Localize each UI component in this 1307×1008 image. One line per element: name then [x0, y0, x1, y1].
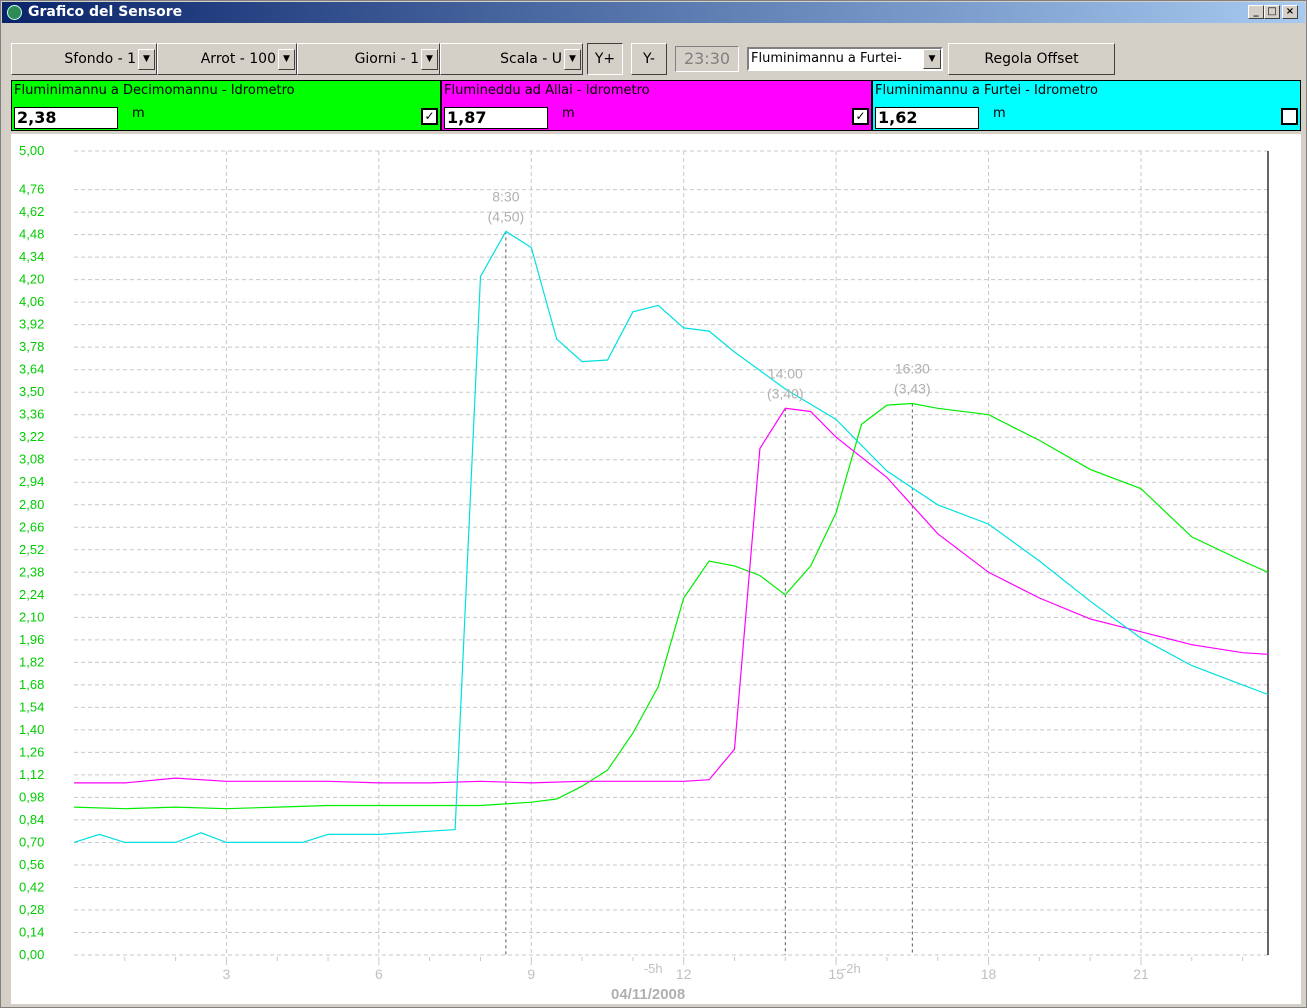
marker-value-label: (3,43) [894, 380, 931, 396]
sensor-name: Fluminimannu a Furtei - Idrometro [875, 83, 1098, 98]
y-tick-label: 1,26 [19, 744, 44, 759]
sensor-chart[interactable]: 0,00 0,14 0,28 0,42 0,56 0,70 0,84 0,98 1,12 1,26… [11, 134, 1301, 1004]
y-tick-label: 4,34 [19, 249, 44, 264]
y-tick-label: 1,82 [19, 654, 44, 669]
regola-offset-button[interactable]: Regola Offset [948, 43, 1115, 75]
y-tick-label: 0,00 [19, 947, 44, 962]
y-tick-label: 4,76 [19, 182, 44, 197]
chart-canvas[interactable]: 0,00 0,14 0,28 0,42 0,56 0,70 0,84 0,98 1,12 1,26… [11, 134, 1301, 1004]
chevron-down-icon[interactable]: ▼ [564, 49, 581, 70]
y-minus-button[interactable]: Y- [631, 43, 667, 75]
y-tick-label: 3,50 [19, 384, 44, 399]
toolbar: Sfondo - 1 ▼ Arrot - 100 ▼ Giorni - 1 ▼ … [11, 43, 1301, 75]
marker-time-label: 14:00 [768, 365, 803, 381]
arrot-label: Arrot - 100 [200, 51, 276, 67]
x-tick-label: 9 [527, 966, 535, 982]
marker-value-label: (4,50) [488, 208, 525, 224]
marker-time-label: 16:30 [895, 360, 930, 376]
y-tick-label: 1,12 [19, 767, 44, 782]
date-label: 04/11/2008 [611, 986, 685, 1003]
sensor-value: 2,38 [14, 107, 118, 129]
x-tick-label: 6 [375, 966, 383, 982]
y-tick-label: 1,40 [19, 722, 44, 737]
chevron-down-icon[interactable]: ▼ [421, 49, 438, 70]
y-tick-label: 0,98 [19, 789, 44, 804]
chevron-down-icon[interactable]: ▼ [278, 49, 295, 70]
sensor-unit: m [132, 106, 145, 121]
marker-time-label: 8:30 [492, 188, 519, 204]
y-tick-label: 3,36 [19, 407, 44, 422]
series-line-1 [74, 407, 1269, 784]
sensor-name: Fluminimannu a Decimomannu - Idrometro [14, 83, 295, 98]
sensor-visibility-checkbox[interactable] [1281, 108, 1298, 125]
close-button[interactable]: × [1282, 5, 1298, 19]
sensor-unit: m [562, 106, 575, 121]
y-tick-label: 1,54 [19, 699, 44, 714]
y-tick-label: 2,80 [19, 497, 44, 512]
sensor-panel-furtei: Fluminimannu a Furtei - Idrometro 1,62 m [872, 80, 1301, 131]
x-tick-label: 15 [828, 966, 844, 982]
x-tick-label: 18 [981, 966, 997, 982]
sensor-visibility-checkbox[interactable]: ✓ [421, 108, 438, 125]
y-tick-label: 4,06 [19, 294, 44, 309]
giorni-label: Giorni - 1 [354, 51, 419, 67]
y-tick-label: 5,00 [19, 143, 44, 158]
x-offset-label: -2h [842, 961, 861, 976]
arrot-select[interactable]: Arrot - 100 ▼ [157, 43, 297, 75]
y-tick-label: 4,48 [19, 227, 44, 242]
chevron-down-icon[interactable]: ▼ [138, 49, 155, 70]
y-tick-label: 2,52 [19, 542, 44, 557]
y-tick-label: 4,62 [19, 204, 44, 219]
y-tick-label: 2,66 [19, 519, 44, 534]
y-tick-label: 2,10 [19, 609, 44, 624]
station-select[interactable]: Fluminimannu a Furtei- ▼ [747, 47, 943, 71]
y-tick-label: 3,64 [19, 362, 44, 377]
title-bar[interactable]: Grafico del Sensore _ □ × [2, 2, 1305, 23]
sfondo-select[interactable]: Sfondo - 1 ▼ [11, 43, 157, 75]
y-tick-label: 0,56 [19, 857, 44, 872]
sensor-panel-allai: Flumineddu ad Allai - Idrometro 1,87 m ✓ [441, 80, 872, 131]
sensor-name: Flumineddu ad Allai - Idrometro [444, 83, 650, 98]
globe-icon [7, 5, 22, 20]
y-tick-label: 3,22 [19, 429, 44, 444]
series-line-0 [73, 402, 1269, 810]
y-tick-label: 0,28 [19, 902, 44, 917]
y-tick-label: 4,20 [19, 272, 44, 287]
sensor-unit: m [993, 106, 1006, 121]
y-tick-label: 0,14 [19, 924, 44, 939]
marker-value-label: (3,40) [767, 385, 804, 401]
y-tick-label: 0,84 [19, 812, 44, 827]
y-tick-label: 3,78 [19, 339, 44, 354]
y-tick-label: 0,42 [19, 879, 44, 894]
sfondo-label: Sfondo - 1 [64, 51, 136, 67]
sensor-value: 1,62 [875, 107, 979, 129]
giorni-select[interactable]: Giorni - 1 ▼ [297, 43, 440, 75]
x-tick-label: 12 [676, 966, 692, 982]
sensor-visibility-checkbox[interactable]: ✓ [852, 108, 869, 125]
station-select-value: Fluminimannu a Furtei- [751, 51, 902, 66]
scala-select[interactable]: Scala - U ▼ [440, 43, 583, 75]
y-tick-label: 3,92 [19, 317, 44, 332]
y-tick-label: 2,38 [19, 564, 44, 579]
series-line-2 [73, 230, 1269, 844]
y-tick-label: 1,68 [19, 677, 44, 692]
y-tick-label: 2,94 [19, 474, 44, 489]
maximize-button[interactable]: □ [1264, 5, 1280, 19]
y-tick-label: 0,70 [19, 834, 44, 849]
y-tick-label: 3,08 [19, 452, 44, 467]
scala-label: Scala - U [500, 51, 562, 67]
y-tick-label: 2,24 [19, 587, 44, 602]
sensor-panel-decimomannu: Fluminimannu a Decimomannu - Idrometro 2… [11, 80, 441, 131]
x-offset-label: -5h [644, 961, 663, 976]
chevron-down-icon[interactable]: ▼ [923, 49, 941, 69]
y-plus-button[interactable]: Y+ [587, 43, 623, 75]
x-tick-label: 3 [223, 966, 231, 982]
x-tick-label: 21 [1133, 966, 1149, 982]
time-field[interactable]: 23:30 [675, 46, 739, 72]
y-tick-label: 1,96 [19, 632, 44, 647]
window-title: Grafico del Sensore [28, 4, 183, 20]
minimize-button[interactable]: _ [1248, 5, 1264, 19]
sensor-value: 1,87 [444, 107, 548, 129]
